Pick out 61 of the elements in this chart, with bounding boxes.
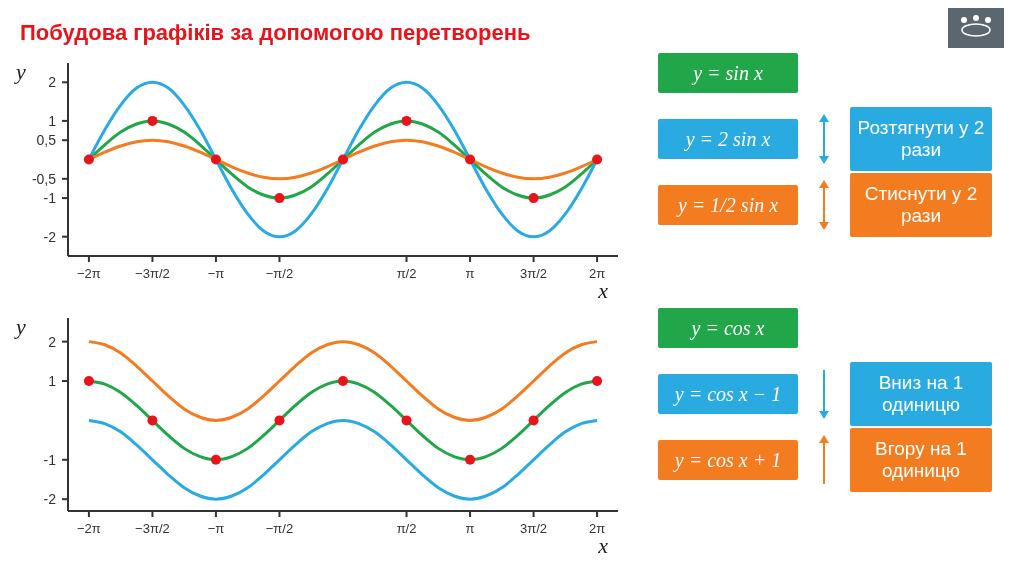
x-tick-label: π/2 — [396, 266, 417, 281]
y-tick-label: 0,5 — [36, 132, 57, 149]
text: Стиснути у 2 рази — [850, 173, 992, 237]
point — [147, 115, 158, 126]
y-tick-label: -0,5 — [31, 170, 57, 187]
point — [274, 193, 285, 204]
x-axis-title: x — [597, 533, 609, 558]
line-series — [87, 418, 599, 501]
point — [465, 154, 476, 165]
y-tick-label: 1 — [48, 373, 57, 390]
point — [592, 376, 603, 387]
point — [147, 415, 158, 426]
y-axis-title: y — [14, 58, 26, 84]
text: y = 2 sin x — [658, 119, 798, 159]
x-axis-title: x — [597, 278, 609, 303]
point — [528, 415, 539, 426]
x-tick-label: −2π — [77, 266, 101, 281]
point — [210, 154, 221, 165]
x-tick-label: 2π — [588, 266, 606, 281]
text: Вгору на 1 одиницю — [850, 428, 992, 492]
point — [274, 415, 285, 426]
point — [338, 376, 348, 387]
text: y = sin x — [658, 53, 798, 93]
x-tick-label: π — [465, 521, 475, 536]
y-tick-label: -2 — [43, 491, 57, 508]
y-tick-label: -1 — [43, 451, 57, 468]
point — [83, 154, 94, 165]
y-axis-title: y — [14, 313, 26, 339]
point — [465, 454, 476, 465]
point — [592, 154, 603, 165]
x-tick-label: 3π/2 — [520, 521, 548, 536]
y-tick-label: 1 — [48, 112, 57, 129]
point — [83, 376, 94, 387]
x-tick-label: −3π/2 — [135, 521, 170, 536]
legend-label: y = cos x + 1 — [658, 440, 798, 480]
x-tick-label: 3π/2 — [520, 266, 548, 281]
y-tick-label: -2 — [43, 228, 57, 245]
x-tick-label: −π/2 — [265, 521, 294, 536]
point — [528, 193, 539, 204]
legend-label: y = 1/2 sin x — [658, 185, 798, 225]
x-tick-label: −π/2 — [265, 266, 294, 281]
x-tick-label: −π — [207, 266, 225, 281]
x-tick-label: π/2 — [396, 521, 417, 536]
point — [401, 115, 412, 126]
y-tick-label: -1 — [43, 190, 57, 207]
legend-label: y = cos x − 1 — [658, 374, 798, 414]
text: Вниз на 1 одиницю — [850, 362, 992, 426]
x-tick-label: 2π — [588, 521, 606, 536]
x-tick-label: −3π/2 — [135, 266, 170, 281]
line-series — [87, 340, 599, 422]
x-tick-label: −π — [207, 521, 225, 536]
point — [401, 415, 412, 426]
y-tick-label: 2 — [48, 333, 57, 350]
y-tick-label: 2 — [48, 74, 57, 91]
chart-title: Побудова графіків за допомогою перетворень — [20, 20, 531, 46]
point — [210, 454, 221, 465]
text: y = cos x — [658, 308, 798, 348]
point — [338, 154, 348, 165]
text: Розтягнути у 2 рази — [850, 107, 992, 171]
x-tick-label: π — [465, 266, 475, 281]
x-tick-label: −2π — [77, 521, 101, 536]
